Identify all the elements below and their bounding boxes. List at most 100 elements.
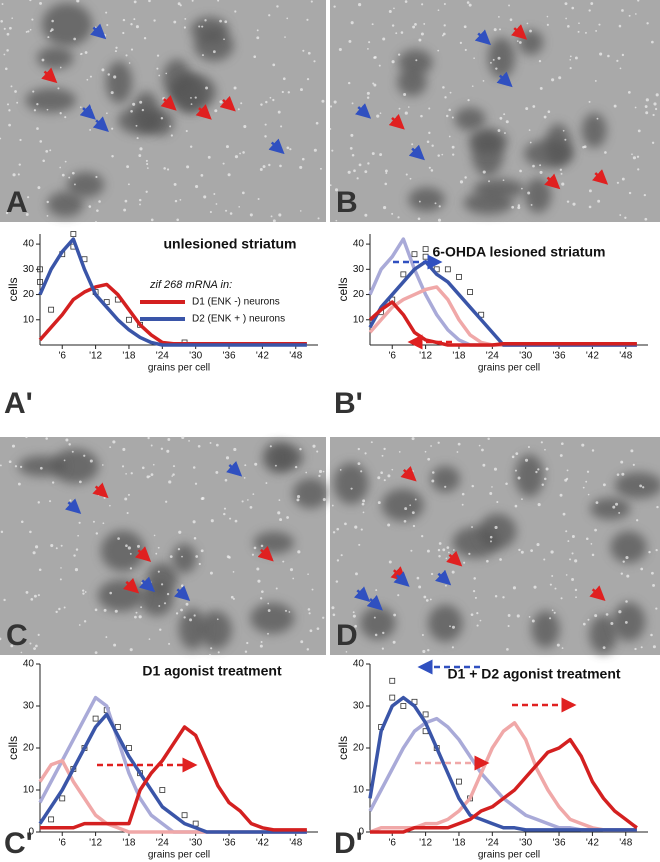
x-tick-label: '48 — [289, 351, 302, 362]
dark-cell — [614, 472, 660, 499]
silver-grain — [564, 2, 568, 6]
silver-grain — [602, 646, 606, 650]
silver-grain — [364, 213, 368, 217]
silver-grain — [625, 556, 629, 560]
silver-grain — [517, 206, 521, 210]
silver-grain — [269, 445, 272, 448]
silver-grain — [317, 217, 320, 220]
silver-grain — [209, 571, 213, 575]
silver-grain — [101, 68, 105, 72]
silver-grain — [138, 154, 142, 158]
silver-grain — [138, 615, 142, 619]
silver-grain — [499, 28, 501, 31]
silver-grain — [106, 112, 108, 115]
silver-grain — [358, 3, 362, 7]
silver-grain — [177, 2, 181, 6]
y-tick-label: 30 — [23, 701, 35, 712]
cell-arrow — [544, 173, 561, 190]
silver-grain — [512, 586, 517, 590]
silver-grain — [564, 478, 568, 482]
silver-grain — [268, 163, 271, 167]
silver-grain — [259, 644, 263, 648]
silver-grain — [253, 546, 257, 550]
silver-grain — [511, 455, 515, 459]
silver-grain — [214, 109, 218, 113]
silver-grain — [381, 454, 384, 457]
x-tick-label: '18 — [122, 838, 135, 849]
silver-grain — [446, 546, 450, 549]
silver-grain — [491, 486, 493, 488]
silver-grain — [349, 146, 353, 150]
silver-grain — [636, 155, 640, 158]
silver-grain — [347, 170, 351, 174]
silver-grain — [20, 520, 24, 524]
silver-grain — [354, 525, 358, 529]
silver-grain — [549, 617, 552, 620]
silver-grain — [605, 613, 609, 616]
silver-grain — [179, 4, 182, 7]
silver-grain — [588, 189, 592, 193]
cell-arrow — [257, 545, 274, 562]
silver-grain — [331, 149, 334, 152]
silver-grain — [198, 25, 201, 28]
silver-grain — [621, 9, 624, 12]
silver-grain — [178, 530, 182, 534]
silver-grain — [354, 624, 357, 628]
silver-grain — [59, 66, 62, 69]
y-tick-label: 20 — [23, 289, 35, 300]
silver-grain — [625, 600, 628, 603]
silver-grain — [98, 200, 101, 203]
x-axis-label: grains per cell — [478, 363, 540, 374]
x-tick-label: '24 — [486, 351, 499, 362]
silver-grain — [624, 216, 627, 219]
silver-grain — [366, 96, 370, 99]
silver-grain — [530, 203, 533, 206]
silver-grain — [654, 107, 658, 111]
silver-grain — [616, 181, 620, 184]
silver-grain — [201, 496, 205, 500]
silver-grain — [42, 159, 45, 162]
silver-grain — [414, 22, 417, 26]
silver-grain — [594, 614, 598, 618]
silver-grain — [166, 449, 170, 453]
silver-grain — [307, 51, 311, 55]
cell-count-point — [400, 703, 407, 709]
silver-grain — [173, 20, 177, 24]
silver-grain — [410, 549, 413, 552]
silver-grain — [109, 504, 111, 507]
silver-grain — [270, 215, 273, 218]
silver-grain — [537, 468, 540, 471]
y-axis-label: cells — [6, 736, 20, 760]
silver-grain — [278, 499, 281, 502]
silver-grain — [495, 67, 498, 70]
silver-grain — [558, 76, 562, 80]
silver-grain — [197, 444, 201, 448]
silver-grain — [508, 4, 510, 7]
silver-grain — [27, 30, 30, 33]
silver-grain — [651, 40, 654, 44]
silver-grain — [244, 464, 247, 467]
dark-cell — [589, 615, 618, 654]
silver-grain — [112, 440, 116, 444]
dark-cell — [524, 177, 552, 213]
silver-grain — [556, 643, 560, 647]
silver-grain — [535, 470, 538, 474]
silver-grain — [267, 609, 271, 612]
chart: 0 10 20 30 40 '6 '12 '18 '24 '30 '36 '42 '48 grains p… — [334, 659, 648, 861]
cell-count-point — [389, 677, 396, 684]
dark-cell — [194, 29, 234, 62]
silver-grain — [232, 571, 235, 573]
series-line — [38, 758, 307, 834]
silver-grain — [193, 536, 197, 540]
silver-grain — [311, 588, 314, 591]
silver-grain — [297, 550, 301, 554]
silver-grain — [313, 148, 317, 152]
silver-grain — [571, 6, 575, 10]
silver-grain — [105, 11, 108, 14]
silver-grain — [350, 487, 353, 490]
silver-grain — [382, 631, 385, 635]
silver-grain — [97, 494, 100, 497]
dark-cell — [333, 462, 369, 505]
silver-grain — [400, 31, 404, 34]
silver-grain — [90, 107, 92, 110]
